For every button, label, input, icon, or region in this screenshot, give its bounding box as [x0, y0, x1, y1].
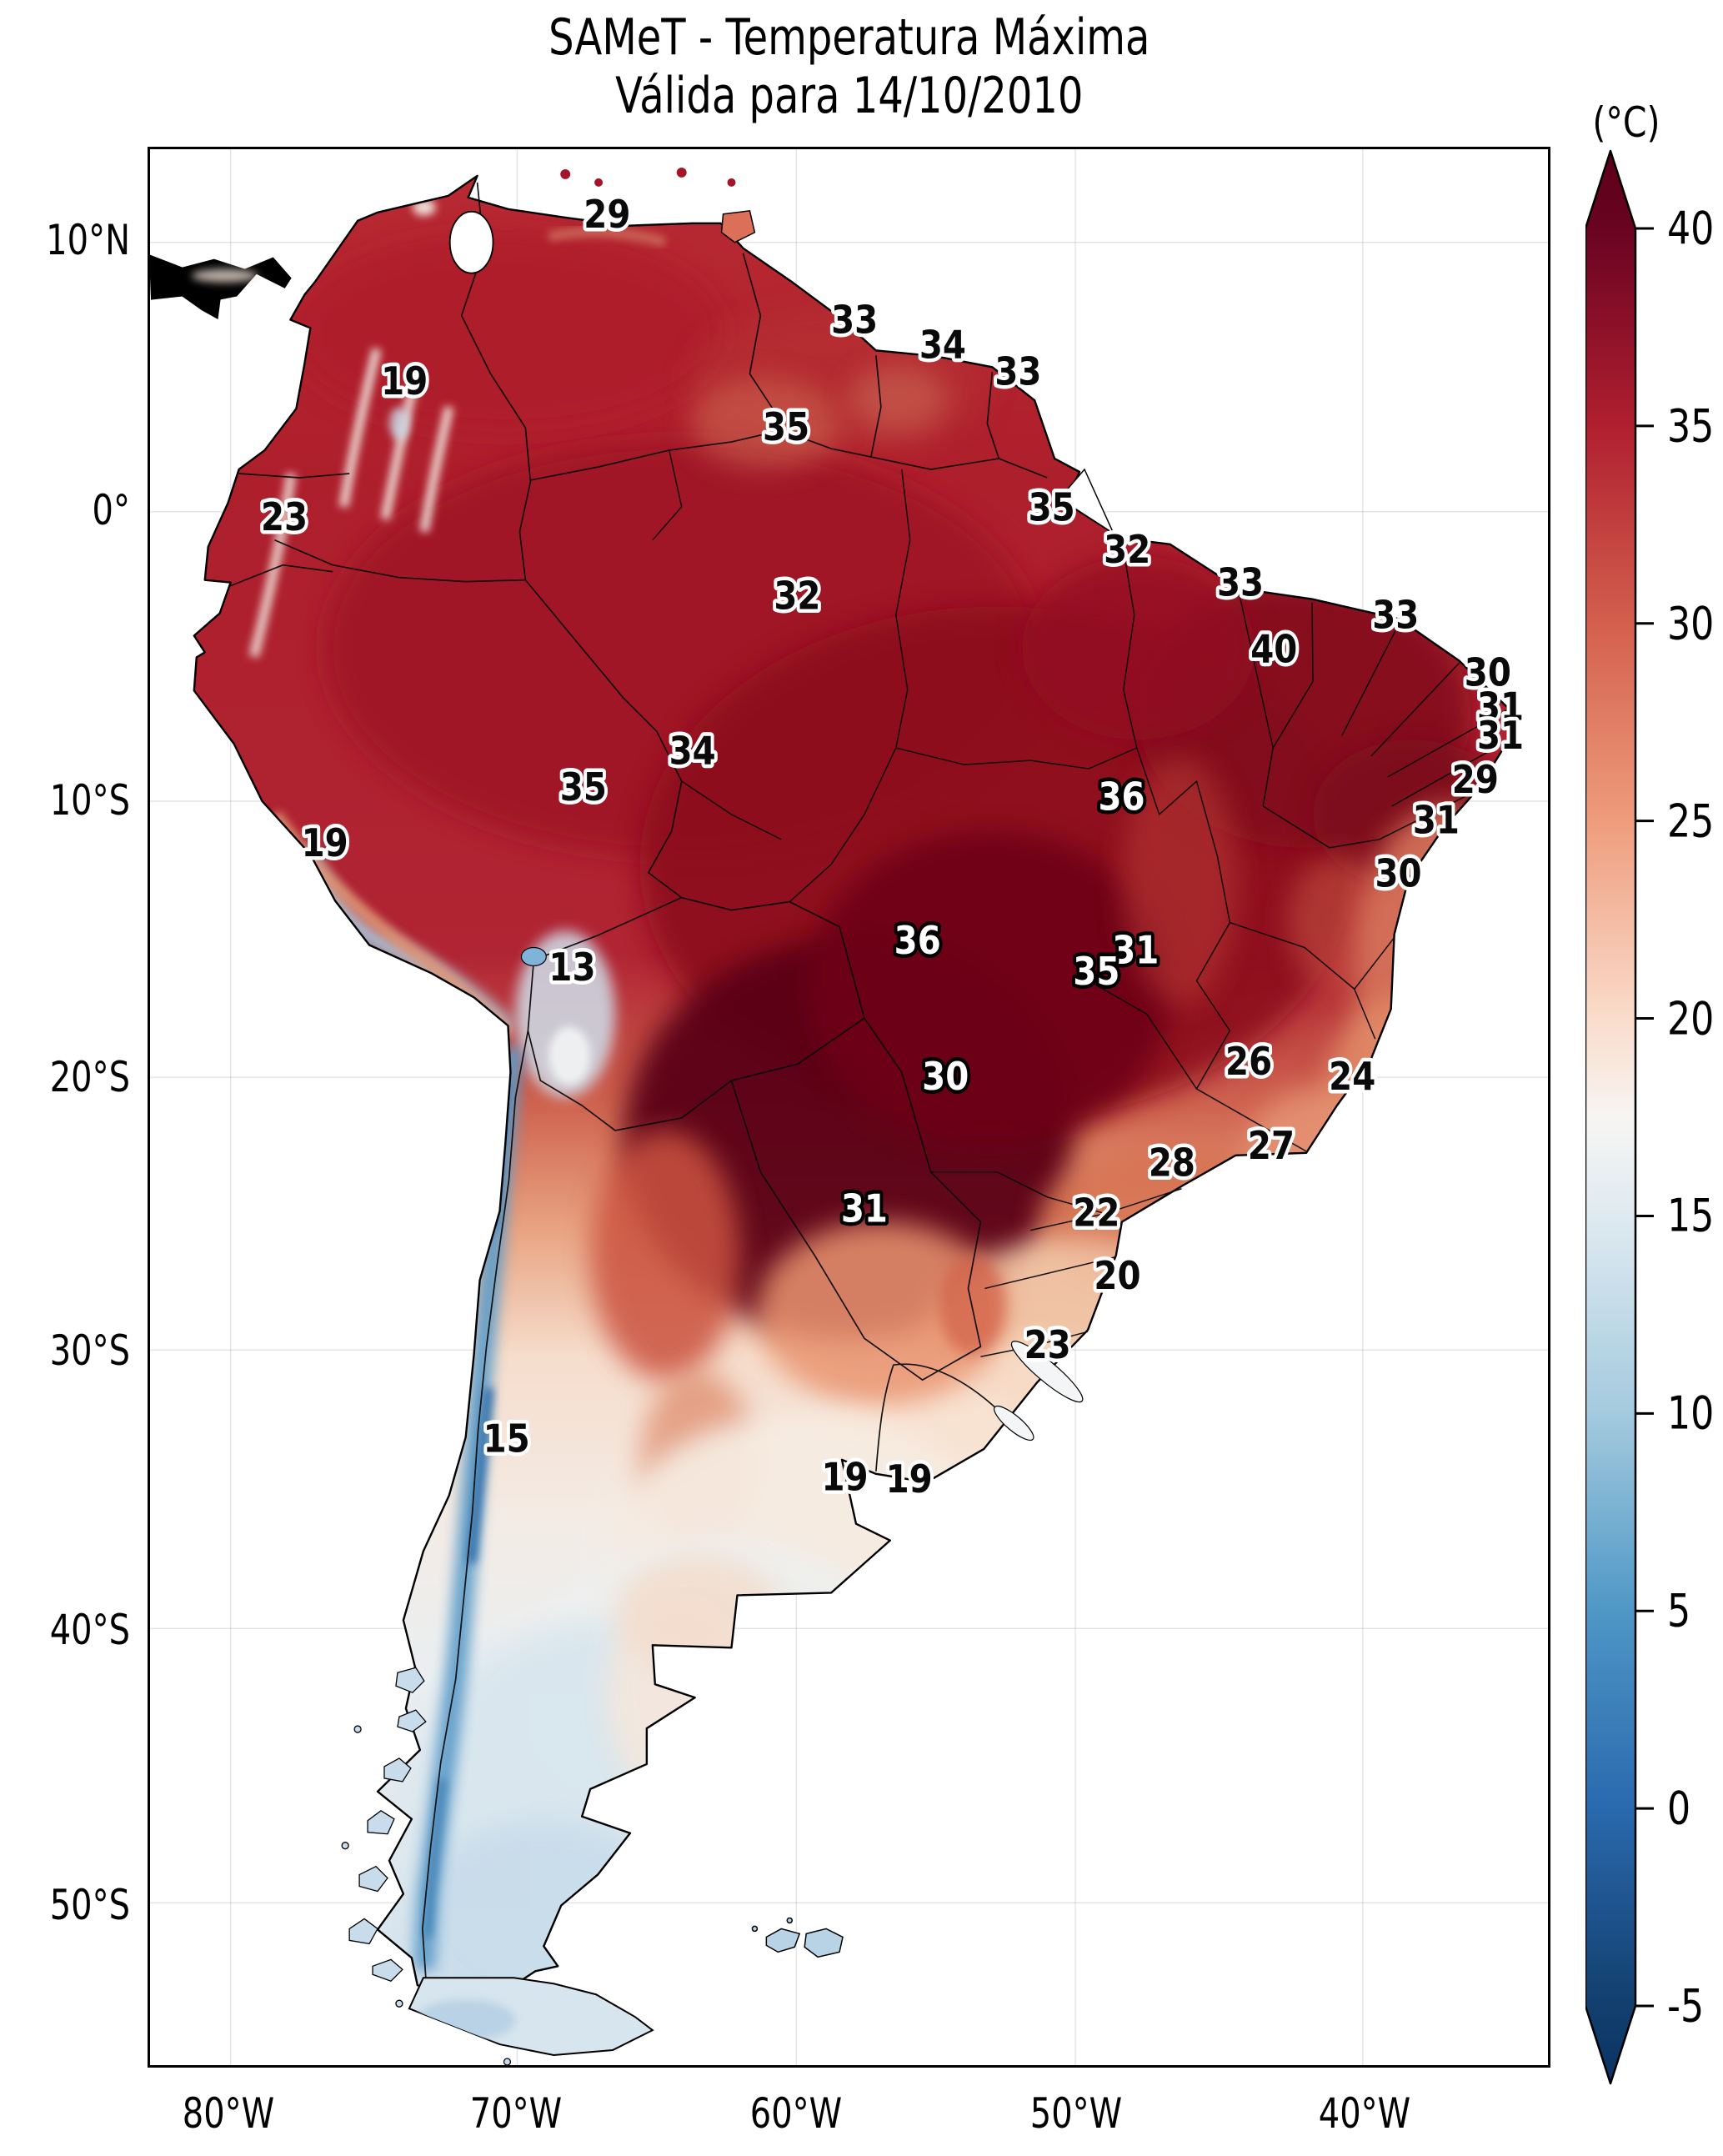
temperature-value-label: 28	[1149, 1141, 1195, 1186]
temperature-value-label: 34	[669, 730, 716, 774]
colorbar-tick-label: 30	[1667, 597, 1715, 650]
figure-title-block: SAMeT - Temperatura Máxima Válida para 1…	[148, 8, 1550, 125]
temperature-value-label: 33	[831, 298, 878, 343]
lake-titicaca	[520, 946, 547, 967]
temperature-value-label: 22	[1073, 1191, 1119, 1236]
south-america-coastline	[193, 174, 1511, 2003]
colorbar-tick-label: 15	[1667, 1189, 1715, 1242]
tierra-del-fuego	[408, 1977, 654, 2057]
amazon-estuary	[1058, 468, 1115, 535]
latitude-tick-label: 10°N	[46, 215, 130, 264]
colorbar-tick-label: 0	[1667, 1782, 1691, 1835]
temperature-value-label: 36	[894, 920, 941, 964]
temperature-value-label: 19	[821, 1456, 868, 1500]
temperature-value-label: 31	[1413, 799, 1460, 843]
temperature-value-label: 27	[1248, 1125, 1295, 1169]
figure-title: SAMeT - Temperatura Máxima	[548, 8, 1150, 67]
colorbar	[1585, 149, 1654, 2085]
figure-subtitle: Válida para 14/10/2010	[614, 67, 1084, 125]
lake-maracaibo	[448, 210, 494, 274]
chilean-fjord-islands	[341, 1667, 512, 2065]
lagoa-mirim	[994, 1405, 1034, 1442]
political-borders	[230, 182, 1510, 2056]
temperature-value-label: 31	[841, 1187, 888, 1231]
temperature-value-label: 34	[919, 323, 966, 368]
temperature-value-label: 35	[763, 406, 809, 450]
temperature-value-label: 23	[1024, 1323, 1071, 1367]
islands	[341, 167, 844, 2065]
temperature-value-label: 32	[1104, 529, 1150, 573]
colorbar-tick-label: 25	[1667, 795, 1715, 848]
longitude-tick-label: 50°W	[1029, 2089, 1123, 2138]
latitude-tick-label: 30°S	[49, 1326, 131, 1375]
temperature-value-label: 33	[994, 350, 1041, 394]
temperature-value-label: 33	[1372, 594, 1419, 638]
inpe-logo: INPE	[1527, 2063, 1550, 2068]
temperature-value-label: 33	[1217, 561, 1264, 605]
temperature-field	[193, 175, 1510, 2003]
longitude-tick-label: 80°W	[182, 2089, 275, 2138]
latitude-tick-label: 40°S	[49, 1605, 131, 1654]
temperature-value-label: 26	[1225, 1040, 1272, 1084]
longitude-tick-label: 60°W	[749, 2089, 843, 2138]
temperature-value-label: 30	[922, 1055, 969, 1100]
latitude-tick-label: 20°S	[49, 1053, 131, 1102]
temperature-value-label: 15	[483, 1417, 530, 1462]
colorbar-tick-label: 35	[1667, 399, 1715, 453]
falkland-islands	[751, 1917, 844, 1958]
longitude-tick-label: 70°W	[469, 2089, 563, 2138]
latitude-tick-label: 0°	[92, 485, 130, 534]
temperature-value-label: 35	[1073, 950, 1119, 994]
temperature-value-label: 19	[302, 821, 348, 865]
temperature-value-label: 29	[584, 193, 630, 238]
colorbar-tick-label: 40	[1667, 202, 1715, 255]
colorbar-ticks	[1635, 227, 1654, 2008]
colorbar-tick-label: -5	[1667, 1979, 1705, 2033]
temperature-value-label: 35	[560, 766, 607, 810]
temperature-value-label: 31	[1477, 714, 1524, 759]
colorbar-tick-label: 5	[1667, 1584, 1691, 1637]
map-plot-area: 29 33 34 33 19 35 23 35 32 32 33 33 40 30 31 31 29 34 35 36…	[148, 147, 1550, 2068]
latitude-tick-label: 10°S	[49, 776, 131, 825]
temperature-value-label: 29	[1452, 759, 1499, 803]
trinidad-island	[720, 209, 756, 243]
temperature-value-label: 31	[1112, 929, 1159, 973]
temperature-value-label: 35	[1029, 486, 1075, 530]
lagoa-dos-patos	[1010, 1341, 1084, 1403]
temperature-value-label: 24	[1329, 1055, 1375, 1100]
colorbar-unit-label: (°C)	[1592, 98, 1660, 147]
colorbar-tick-label: 20	[1667, 992, 1715, 1045]
colorbar-tick-label: 10	[1667, 1386, 1715, 1440]
lakes	[448, 210, 1084, 1442]
temperature-value-label: 19	[381, 360, 428, 404]
longitude-tick-label: 40°W	[1318, 2089, 1411, 2138]
colorbar-bar	[1585, 149, 1637, 2085]
temperature-value-label: 32	[774, 574, 820, 619]
temperature-value-label: 31	[1477, 685, 1524, 730]
latitude-tick-label: 50°S	[49, 1880, 131, 1929]
temperature-value-label: 13	[548, 946, 595, 990]
temperature-value-label: 36	[1098, 775, 1144, 820]
temperature-value-label: 30	[1375, 852, 1421, 896]
temperature-value-label: 23	[261, 496, 308, 540]
panama-isthmus	[150, 254, 292, 320]
temperature-value-label: 19	[886, 1457, 933, 1502]
temperature-value-label: 20	[1094, 1255, 1140, 1299]
temperature-value-label: 30	[1465, 651, 1511, 695]
temperature-value-label: 40	[1250, 628, 1297, 672]
